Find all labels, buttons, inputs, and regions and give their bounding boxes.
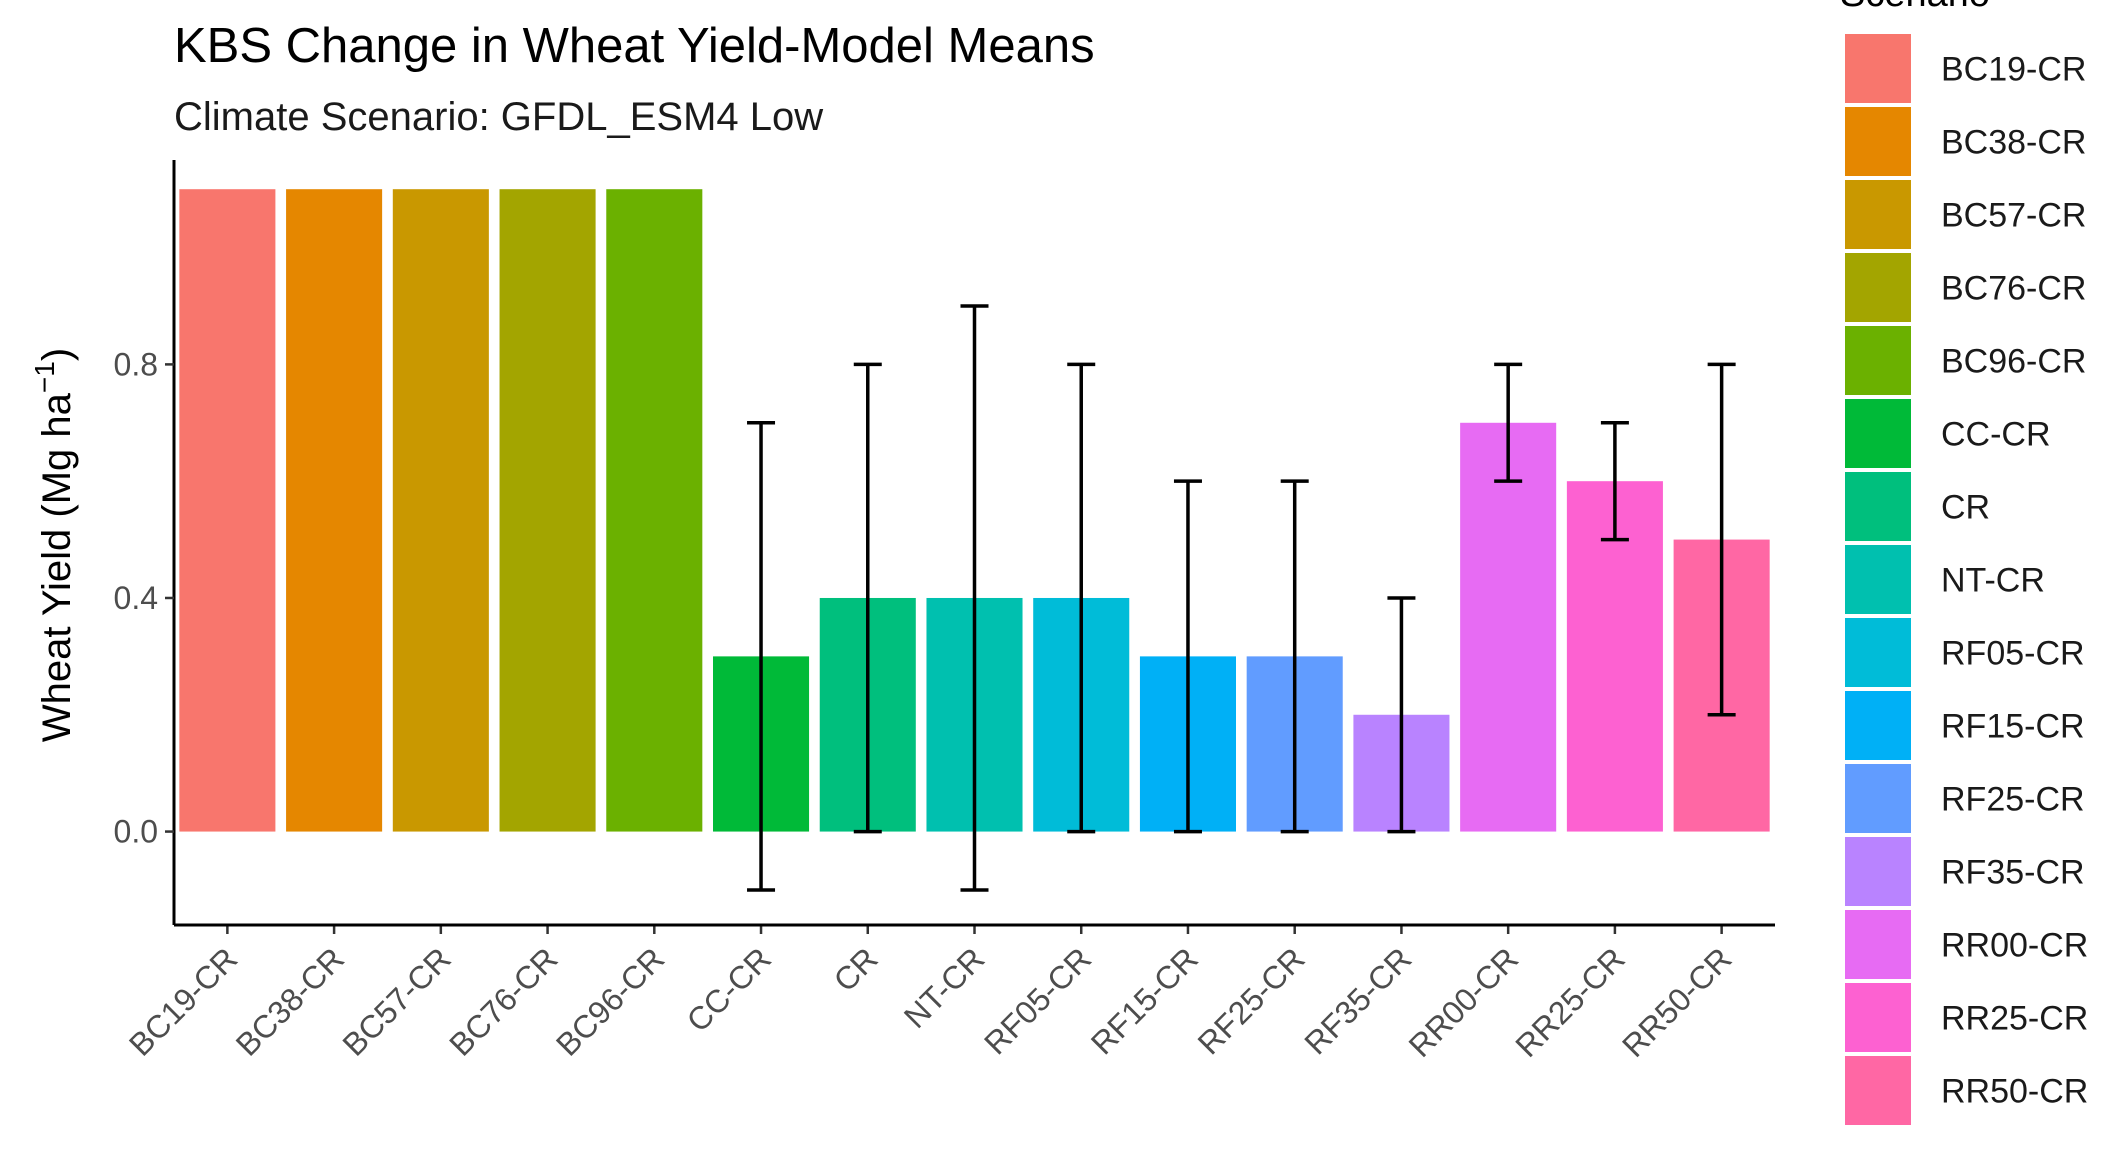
legend-swatch-cc-cr: [1845, 399, 1911, 468]
x-tick-label: RF35-CR: [1297, 940, 1418, 1061]
legend-label-bc19-cr: BC19-CR: [1941, 51, 2086, 89]
legend-label-cr: CR: [1941, 489, 1990, 527]
bar-rr00-cr: [1460, 422, 1557, 832]
error-bar-rr25-cr: [1600, 421, 1629, 542]
x-tick-label: BC19-CR: [122, 940, 244, 1062]
x-tick-label: CR: [827, 940, 885, 998]
error-bar-rf15-cr: [1173, 479, 1202, 834]
error-bar-nt-cr: [960, 304, 989, 892]
error-bar-rr00-cr: [1494, 362, 1523, 483]
x-tick-label: RF25-CR: [1191, 940, 1312, 1061]
y-axis-title-superscript: −1: [29, 361, 60, 393]
legend-swatch-rr50-cr: [1845, 1056, 1911, 1125]
x-tick-label: BC38-CR: [229, 940, 351, 1062]
legend-label-rf25-cr: RF25-CR: [1941, 781, 2085, 819]
legend-label-nt-cr: NT-CR: [1941, 562, 2045, 600]
x-tick-label: RF05-CR: [977, 940, 1098, 1061]
legend-label-rf05-cr: RF05-CR: [1941, 635, 2085, 673]
legend-label-cc-cr: CC-CR: [1941, 416, 2051, 454]
x-tick-label: BC96-CR: [549, 940, 671, 1062]
y-tick-label: 0.8: [114, 346, 158, 382]
y-tick-label: 0.4: [114, 580, 158, 616]
y-axis-title: Wheat Yield (Mg ha−1): [29, 348, 79, 742]
bar-bc76-cr: [499, 189, 596, 832]
legend-swatch-rf35-cr: [1845, 837, 1911, 906]
legend-label-bc38-cr: BC38-CR: [1941, 124, 2086, 162]
legend-swatch-bc76-cr: [1845, 253, 1911, 322]
x-tick-label: BC76-CR: [442, 940, 564, 1062]
legend-label-bc96-cr: BC96-CR: [1941, 343, 2086, 381]
error-bar-rf35-cr: [1387, 596, 1416, 834]
legend-swatch-rr25-cr: [1845, 983, 1911, 1052]
chart-title: KBS Change in Wheat Yield-Model Means: [174, 19, 1095, 73]
legend-swatch-bc96-cr: [1845, 326, 1911, 395]
y-axis-title-close: ): [35, 348, 79, 361]
x-tick-label: BC57-CR: [336, 940, 458, 1062]
x-tick-label: CC-CR: [680, 940, 778, 1038]
x-tick-label: RR00-CR: [1402, 940, 1526, 1064]
bar-bc57-cr: [392, 189, 489, 832]
x-tick-label: RR25-CR: [1508, 940, 1632, 1064]
y-tick-label: 0.0: [114, 814, 158, 850]
legend: Scenario BC19-CR BC38-CR BC57-CR BC76-CR BC9…: [1840, 0, 2088, 1125]
y-axis-title-text: Wheat Yield (Mg ha: [35, 392, 79, 742]
legend-swatch-rf25-cr: [1845, 764, 1911, 833]
legend-swatch-cr: [1845, 472, 1911, 541]
error-bar-cr: [853, 362, 882, 834]
legend-swatch-bc57-cr: [1845, 180, 1911, 249]
legend-swatch-rf15-cr: [1845, 691, 1911, 760]
bar-bc96-cr: [606, 189, 703, 832]
x-tick-label: RF15-CR: [1084, 940, 1205, 1061]
x-tick-label: NT-CR: [897, 940, 992, 1035]
legend-swatch-rr00-cr: [1845, 910, 1911, 979]
error-bar-rf05-cr: [1067, 362, 1096, 834]
legend-swatch-rf05-cr: [1845, 618, 1911, 687]
legend-label-bc76-cr: BC76-CR: [1941, 270, 2086, 308]
error-bar-cc-cr: [747, 421, 776, 892]
legend-label-bc57-cr: BC57-CR: [1941, 197, 2086, 235]
legend-title: Scenario: [1840, 0, 1990, 15]
bar-bc38-cr: [286, 189, 383, 832]
legend-label-rf15-cr: RF15-CR: [1941, 708, 2085, 746]
legend-swatch-bc19-cr: [1845, 34, 1911, 103]
x-tick-label: RR50-CR: [1615, 940, 1739, 1064]
legend-label-rr00-cr: RR00-CR: [1941, 927, 2088, 965]
error-bar-rr50-cr: [1707, 362, 1736, 717]
chart-subtitle: Climate Scenario: GFDL_ESM4 Low: [174, 95, 823, 139]
bar-bc19-cr: [179, 189, 276, 832]
error-bar-rf25-cr: [1280, 479, 1309, 834]
legend-swatch-nt-cr: [1845, 545, 1911, 614]
legend-label-rr50-cr: RR50-CR: [1941, 1073, 2088, 1111]
legend-label-rf35-cr: RF35-CR: [1941, 854, 2085, 892]
legend-label-rr25-cr: RR25-CR: [1941, 1000, 2088, 1038]
legend-swatch-bc38-cr: [1845, 107, 1911, 176]
